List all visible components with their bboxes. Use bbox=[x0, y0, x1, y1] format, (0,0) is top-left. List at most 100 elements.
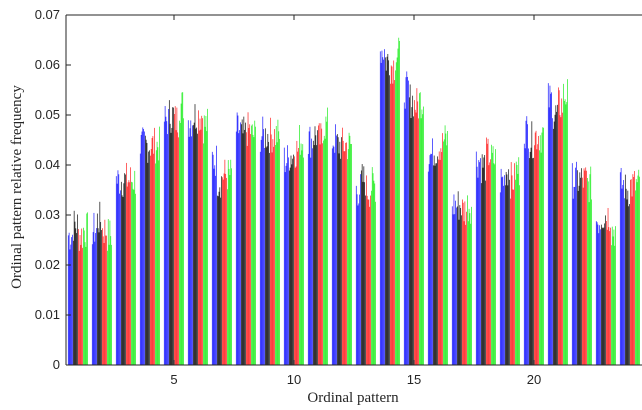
bar bbox=[390, 65, 392, 365]
bar bbox=[168, 100, 170, 365]
bar bbox=[123, 183, 125, 365]
bar bbox=[267, 133, 269, 365]
bar bbox=[222, 177, 223, 365]
bar bbox=[420, 118, 422, 365]
y-tick-label: 0.03 bbox=[35, 207, 60, 222]
bar bbox=[576, 170, 578, 365]
bar bbox=[629, 204, 630, 365]
bar bbox=[250, 134, 251, 365]
bar bbox=[285, 165, 287, 365]
bar bbox=[433, 155, 435, 365]
bar bbox=[586, 170, 587, 365]
bar bbox=[558, 87, 559, 365]
bar bbox=[170, 132, 172, 365]
bar bbox=[171, 127, 173, 366]
bar bbox=[361, 164, 363, 365]
bar bbox=[386, 56, 388, 365]
bar bbox=[93, 212, 95, 365]
bar bbox=[240, 122, 241, 366]
bar bbox=[121, 195, 123, 365]
bar bbox=[467, 195, 468, 365]
bar bbox=[155, 163, 156, 365]
bar bbox=[373, 180, 375, 365]
bar bbox=[601, 227, 603, 365]
bar bbox=[216, 195, 218, 365]
bar bbox=[75, 228, 77, 365]
bar bbox=[413, 116, 414, 365]
bar bbox=[602, 228, 604, 365]
bar bbox=[387, 53, 389, 365]
y-tick-label: 0.07 bbox=[35, 7, 60, 22]
bar bbox=[627, 190, 629, 365]
bar bbox=[562, 112, 563, 365]
bar bbox=[443, 139, 445, 365]
bar bbox=[222, 179, 224, 365]
bar bbox=[636, 182, 638, 365]
bar bbox=[198, 110, 199, 365]
bar bbox=[83, 227, 84, 365]
bar bbox=[204, 126, 206, 365]
bar bbox=[149, 150, 150, 365]
bar bbox=[268, 141, 270, 365]
bar bbox=[300, 143, 302, 365]
bar bbox=[96, 213, 98, 365]
bar bbox=[159, 126, 160, 365]
bar bbox=[260, 139, 262, 365]
bar bbox=[531, 121, 533, 365]
bar bbox=[435, 163, 437, 365]
bar bbox=[155, 150, 157, 365]
bar bbox=[582, 187, 584, 365]
bar bbox=[326, 121, 328, 365]
bar bbox=[638, 169, 640, 365]
bar bbox=[391, 66, 393, 365]
bar bbox=[566, 102, 568, 365]
bar bbox=[139, 153, 141, 365]
bar bbox=[369, 206, 371, 365]
bar bbox=[615, 226, 616, 365]
bar bbox=[610, 227, 611, 365]
bar bbox=[325, 116, 327, 365]
bar bbox=[430, 153, 432, 365]
bar bbox=[312, 140, 314, 365]
bar bbox=[437, 156, 438, 365]
bar bbox=[388, 60, 390, 365]
bar bbox=[276, 142, 278, 365]
bar bbox=[293, 154, 294, 365]
bar bbox=[381, 50, 383, 365]
bar bbox=[269, 152, 270, 365]
bar bbox=[525, 120, 527, 365]
bar bbox=[288, 170, 290, 365]
bar bbox=[358, 203, 360, 365]
bar bbox=[605, 215, 606, 365]
bar bbox=[580, 177, 582, 365]
bar bbox=[67, 235, 69, 365]
bar bbox=[203, 143, 204, 365]
bar bbox=[97, 228, 99, 365]
bar bbox=[463, 221, 465, 365]
bar bbox=[347, 159, 348, 365]
bar bbox=[105, 235, 107, 365]
bar bbox=[73, 210, 75, 365]
bar bbox=[322, 143, 323, 365]
bar bbox=[455, 200, 456, 365]
bar bbox=[299, 124, 300, 366]
bar bbox=[183, 118, 184, 365]
bar bbox=[614, 245, 616, 365]
y-tick-label: 0.05 bbox=[35, 107, 60, 122]
bar bbox=[173, 107, 174, 365]
bar bbox=[382, 57, 384, 366]
bar bbox=[385, 70, 387, 366]
bar bbox=[475, 151, 477, 365]
bar bbox=[266, 146, 268, 365]
bar bbox=[554, 114, 556, 365]
bar bbox=[628, 206, 630, 365]
bar bbox=[557, 104, 558, 365]
bar bbox=[490, 159, 491, 365]
bar bbox=[217, 196, 219, 365]
bar bbox=[626, 199, 628, 365]
bar bbox=[120, 190, 121, 365]
bar bbox=[180, 103, 182, 366]
bar bbox=[502, 176, 504, 365]
bar bbox=[539, 150, 540, 365]
bar bbox=[338, 153, 340, 365]
